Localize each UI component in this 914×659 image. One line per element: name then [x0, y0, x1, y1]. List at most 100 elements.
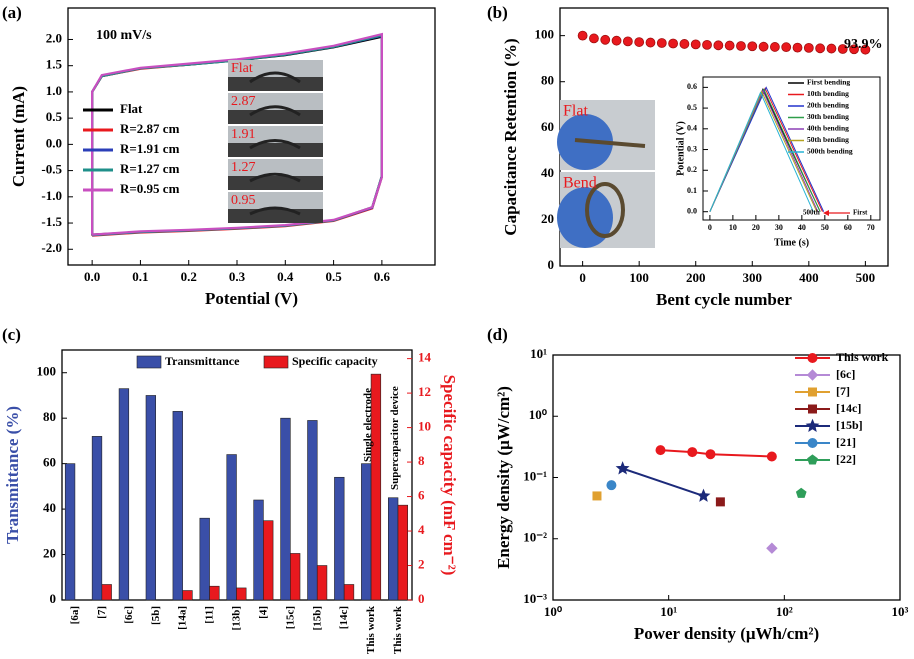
x-tick-label: 0.6 [374, 269, 391, 284]
x-tick-label: 70 [867, 223, 875, 232]
x-tick-label: 10² [776, 604, 793, 619]
marker [615, 461, 630, 475]
y-tick-label: 10⁻³ [523, 591, 547, 606]
marker [696, 488, 711, 502]
y2-tick-label: 2 [418, 557, 425, 572]
photo-sample [585, 182, 625, 238]
x-tick-label: 0.3 [229, 269, 246, 284]
bar [182, 590, 193, 601]
point [724, 40, 735, 51]
image-label: 1.91 [231, 127, 256, 142]
x-tick-label: 60 [844, 223, 852, 232]
x-tick-label: [15c] [284, 606, 296, 629]
point [600, 34, 611, 45]
plot-frame [552, 354, 901, 601]
x-axis-label: Potential (V) [205, 289, 298, 308]
marker [705, 449, 716, 460]
legend-label: 500th bending [807, 147, 853, 156]
image-label: 2.87 [231, 94, 256, 109]
y-tick-label: 1.5 [46, 57, 63, 72]
y-axis-label: Transmittance (%) [3, 406, 22, 544]
legend-label: 30th bending [807, 112, 849, 121]
y-tick-label: -0.5 [41, 162, 62, 177]
bar [307, 420, 318, 601]
point [611, 35, 622, 46]
bar [280, 417, 291, 601]
photo-glove [557, 187, 613, 249]
y-tick-label: 10⁰ [529, 407, 548, 422]
y-axis-label: Potential (V) [675, 121, 686, 176]
x-tick-label: 0 [579, 270, 586, 285]
annotation: Single electrode [362, 388, 374, 462]
annotation: First [853, 209, 868, 217]
point [860, 44, 871, 55]
series-line [622, 467, 704, 497]
y2-tick-label: 10 [418, 419, 431, 434]
bar [397, 504, 408, 601]
y2-tick-label: 0 [418, 591, 425, 606]
bar [64, 463, 76, 601]
point [713, 40, 724, 51]
y-tick-label: 1.0 [46, 83, 62, 98]
y-tick-label: 20 [541, 211, 554, 226]
y-tick-label: 40 [541, 165, 554, 180]
legend-label: Flat [120, 101, 143, 116]
photo-shade [228, 176, 323, 190]
x-tick-label: 40 [798, 223, 806, 232]
marker [687, 447, 698, 458]
legend-label: R=0.95 cm [120, 181, 180, 196]
photo-sample [249, 139, 301, 150]
x-tick-label: 0 [708, 223, 712, 232]
y-tick-label: 100 [37, 364, 57, 379]
bar [91, 436, 103, 601]
y-tick-label: 0 [548, 257, 555, 272]
y-tick-label: 10⁻¹ [523, 468, 547, 483]
annotation: Supercapacitor device [389, 386, 401, 490]
x-tick-label: 10³ [892, 604, 909, 619]
x-tick-label: This work [365, 605, 377, 654]
image-label: 0.95 [231, 193, 256, 208]
marker [807, 353, 818, 363]
point [747, 41, 758, 52]
marker [766, 451, 777, 462]
y-tick-label: 0.2 [687, 165, 697, 174]
x-tick-label: 0.1 [132, 269, 148, 284]
photo-shade [228, 77, 323, 91]
y2-axis-label: Specific capacity (mF cm⁻²) [440, 375, 459, 576]
series-line [660, 449, 772, 458]
marker [808, 404, 817, 414]
legend-label: [14c] [836, 401, 861, 415]
y2-tick-label: 12 [418, 384, 431, 399]
x-tick-label: 20 [752, 223, 760, 232]
bar [236, 587, 247, 601]
x-tick-label: 0.4 [277, 269, 294, 284]
bar [172, 411, 183, 601]
marker [805, 418, 820, 432]
y2-tick-label: 8 [418, 453, 425, 468]
bar [388, 497, 399, 601]
marker [807, 454, 818, 465]
y-tick-label: 0.5 [687, 103, 697, 112]
x-axis-label: Power density (μWh/cm²) [634, 624, 819, 643]
bar [370, 373, 382, 601]
image-label: Flat [563, 103, 588, 120]
x-tick-label: [4] [257, 606, 269, 619]
y2-tick-label: 14 [418, 350, 432, 365]
photo-sample [249, 71, 301, 84]
bar [343, 584, 355, 601]
photo-shade [228, 110, 323, 124]
x-tick-label: This work [392, 605, 404, 654]
legend-label: 20th bending [807, 101, 849, 110]
point [589, 33, 599, 44]
y-axis-label: Energy density (μW/cm²) [494, 386, 513, 569]
x-tick-label: [7] [96, 606, 108, 619]
y-tick-label: 0 [50, 591, 57, 606]
point [792, 42, 803, 53]
bar [118, 388, 130, 601]
x-tick-label: [15b] [311, 606, 323, 630]
legend-label: R=1.91 cm [120, 141, 180, 156]
legend-label: [21] [836, 435, 856, 449]
y-tick-label: 0.1 [687, 186, 697, 195]
legend-label: Specific capacity [292, 354, 378, 368]
plot-frame [61, 349, 413, 601]
